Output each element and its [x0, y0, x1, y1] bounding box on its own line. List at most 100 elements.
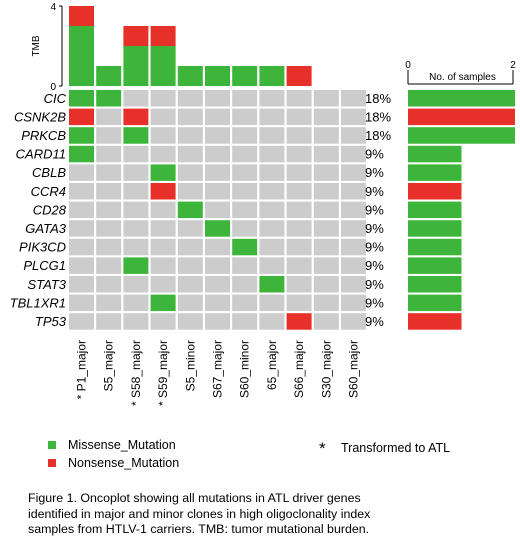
transformed-legend-label: Transformed to ATL	[341, 441, 450, 455]
gene-count-bar	[408, 183, 462, 200]
tmb-bar-missense	[150, 46, 176, 86]
empty-cell	[341, 257, 366, 274]
sample-label: * S59_major	[156, 340, 170, 406]
empty-cell	[259, 220, 285, 237]
empty-cell	[286, 201, 312, 219]
sample-label: S66_major	[292, 340, 306, 398]
empty-cell	[313, 220, 339, 237]
mutation-cell	[69, 90, 94, 107]
empty-cell	[205, 145, 230, 163]
gene-label: CCR4	[31, 184, 66, 199]
tmb-bar-missense	[205, 66, 230, 86]
empty-cell	[150, 145, 176, 163]
sample-label: 65_major	[265, 340, 279, 390]
empty-cell	[341, 313, 366, 330]
empty-cell	[341, 145, 366, 163]
empty-cell	[313, 257, 339, 274]
empty-cell	[232, 90, 258, 107]
empty-cell	[69, 220, 94, 237]
empty-cell	[69, 313, 94, 330]
empty-cell	[259, 294, 285, 312]
empty-cell	[205, 164, 230, 181]
empty-cell	[177, 90, 203, 107]
gene-label: PIK3CD	[19, 240, 66, 255]
gene-count-bar	[408, 276, 462, 293]
sample-label: S60_major	[347, 340, 361, 398]
sample-label: S60_minor	[238, 340, 252, 398]
empty-cell	[341, 164, 366, 181]
mutation-cell	[69, 145, 94, 163]
gene-percent-label: 9%	[365, 184, 384, 199]
empty-cell	[205, 108, 230, 126]
empty-cell	[313, 90, 339, 107]
mutation-cell	[123, 108, 149, 126]
tmb-tick-label: 4	[50, 2, 56, 13]
empty-cell	[177, 183, 203, 200]
gene-percent-label: 18%	[365, 91, 391, 106]
mutation-cell	[205, 220, 230, 237]
empty-cell	[259, 183, 285, 200]
empty-cell	[150, 238, 176, 256]
empty-cell	[259, 313, 285, 330]
empty-cell	[313, 276, 339, 293]
tmb-bar-missense	[232, 66, 258, 86]
empty-cell	[313, 108, 339, 126]
empty-cell	[313, 294, 339, 312]
empty-cell	[123, 183, 149, 200]
gene-label: CIC	[44, 91, 67, 106]
legend-swatch	[48, 441, 56, 449]
empty-cell	[123, 313, 149, 330]
empty-cell	[259, 145, 285, 163]
gene-percent-label: 9%	[365, 277, 384, 292]
tmb-bar-missense	[177, 66, 203, 86]
gene-label: CSNK2B	[14, 109, 66, 124]
empty-cell	[341, 108, 366, 126]
gene-count-bar	[408, 313, 462, 330]
gene-count-bar	[408, 238, 462, 256]
empty-cell	[205, 183, 230, 200]
gene-count-bar	[408, 257, 462, 274]
empty-cell	[96, 201, 122, 219]
empty-cell	[123, 294, 149, 312]
empty-cell	[232, 183, 258, 200]
empty-cell	[232, 313, 258, 330]
mutation-cell	[69, 108, 94, 126]
empty-cell	[150, 90, 176, 107]
empty-cell	[69, 257, 94, 274]
empty-cell	[123, 164, 149, 181]
empty-cell	[69, 201, 94, 219]
mutation-cell	[96, 90, 122, 107]
empty-cell	[150, 108, 176, 126]
gene-label: TBL1XR1	[10, 295, 66, 310]
empty-cell	[205, 90, 230, 107]
empty-cell	[177, 108, 203, 126]
empty-cell	[313, 313, 339, 330]
gene-percent-labels: 18% 18% 18% 9% 9% 9% 9% 9% 9% 9% 9% 9% 9%	[365, 91, 391, 329]
empty-cell	[341, 127, 366, 144]
empty-cell	[259, 108, 285, 126]
mutation-cell	[69, 127, 94, 144]
empty-cell	[150, 313, 176, 330]
sample-label: S30_major	[319, 340, 333, 398]
empty-cell	[96, 238, 122, 256]
oncoplot-figure: 4 0 TMB CIC CSNK2B PRKCB CARD11 CBLB CCR4 CD28 GA…	[10, 2, 517, 470]
empty-cell	[259, 127, 285, 144]
empty-cell	[313, 164, 339, 181]
mutation-cell	[150, 294, 176, 312]
empty-cell	[286, 108, 312, 126]
gene-percent-label: 9%	[365, 314, 384, 329]
empty-cell	[313, 183, 339, 200]
tmb-bar-missense	[96, 66, 122, 86]
tmb-bar-missense	[123, 46, 149, 86]
tmb-bar-missense	[69, 26, 94, 86]
empty-cell	[341, 220, 366, 237]
empty-cell	[259, 164, 285, 181]
sample-labels: * P1_major S5_major * S58_major * S59_major…	[75, 340, 361, 406]
sample-label: S5_minor	[183, 340, 197, 391]
gene-percent-label: 9%	[365, 258, 384, 273]
empty-cell	[313, 238, 339, 256]
gene-count-bar-panel: 0 2 No. of samples	[405, 60, 516, 330]
gene-percent-label: 18%	[365, 128, 391, 143]
empty-cell	[286, 257, 312, 274]
empty-cell	[123, 238, 149, 256]
